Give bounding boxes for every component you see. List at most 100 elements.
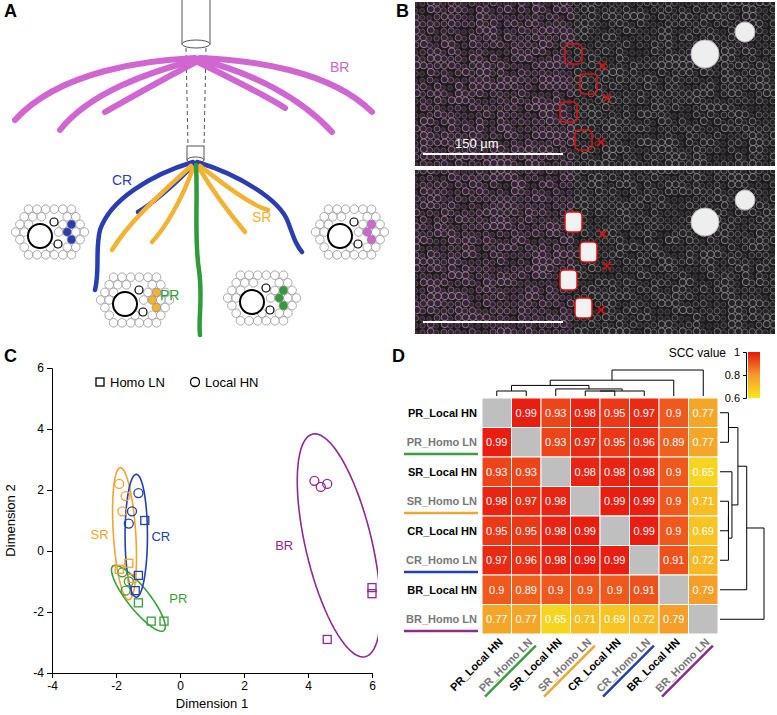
texture-cell <box>434 148 439 153</box>
texture-cell <box>693 105 699 111</box>
texture-cell <box>651 231 657 237</box>
texture-cell <box>539 76 546 83</box>
texture-cell <box>665 20 672 27</box>
texture-cell <box>630 225 635 230</box>
vessel <box>50 218 58 226</box>
texture-cell <box>415 223 420 230</box>
texture-cell <box>595 49 601 55</box>
texture-cell <box>532 195 539 202</box>
texture-cell <box>756 183 762 189</box>
texture-cell <box>539 62 546 69</box>
texture-cell <box>415 27 420 33</box>
texture-cell <box>448 62 455 69</box>
texture-cell <box>469 70 475 76</box>
texture-cell <box>658 27 665 34</box>
cell <box>223 294 232 303</box>
texture-cell <box>539 209 546 216</box>
texture-cell <box>595 2 602 6</box>
texture-cell <box>434 43 439 48</box>
texture-cell <box>658 56 664 62</box>
texture-cell <box>420 98 426 104</box>
texture-cell <box>588 28 594 34</box>
texture-cell <box>546 27 553 34</box>
texture-cell <box>728 42 734 48</box>
texture-cell <box>448 163 453 166</box>
texture-cell <box>728 140 734 146</box>
texture-cell <box>525 120 530 125</box>
texture-cell <box>651 90 658 97</box>
texture-cell <box>637 77 643 83</box>
texture-cell <box>560 170 565 174</box>
texture-cell <box>574 202 580 208</box>
texture-cell <box>595 218 601 224</box>
texture-cell <box>665 138 672 145</box>
texture-cell <box>434 83 441 90</box>
texture-cell <box>518 170 523 174</box>
texture-cell <box>602 85 607 90</box>
texture-cell <box>644 50 649 55</box>
texture-cell <box>700 90 707 97</box>
texture-cell <box>651 7 657 13</box>
texture-cell <box>427 48 433 54</box>
texture-cell <box>588 43 593 48</box>
texture-cell <box>770 140 775 146</box>
texture-cell <box>469 175 475 181</box>
panel-label: A <box>4 1 17 21</box>
texture-cell <box>602 210 608 216</box>
cell <box>41 251 50 260</box>
texture-cell <box>651 112 657 118</box>
texture-cell <box>749 184 754 189</box>
texture-cell <box>651 84 657 90</box>
texture-cell <box>567 7 573 13</box>
texture-cell <box>511 64 517 70</box>
cross-mark <box>599 62 607 70</box>
root-group <box>112 166 268 250</box>
texture-cell <box>504 76 511 83</box>
texture-cell <box>469 170 474 174</box>
texture-cell <box>707 34 714 41</box>
texture-cell <box>735 133 741 139</box>
texture-cell <box>497 50 502 55</box>
texture-cell <box>616 113 621 118</box>
texture-cell <box>504 174 511 181</box>
texture-cell <box>609 57 614 62</box>
texture-cell <box>539 48 546 55</box>
root <box>152 168 193 242</box>
texture-cell <box>714 195 721 202</box>
texture-cell <box>630 77 636 83</box>
texture-cell <box>546 9 551 14</box>
texture-cell <box>665 77 671 83</box>
texture-cell <box>749 43 754 48</box>
bright-spot <box>735 22 755 42</box>
texture-cell <box>483 82 490 89</box>
texture-cell <box>707 13 714 20</box>
texture-cell <box>679 34 686 41</box>
cell <box>122 281 131 290</box>
texture-cell <box>672 29 677 34</box>
texture-cell <box>756 202 763 209</box>
texture-cell <box>686 62 693 69</box>
texture-cell <box>770 112 775 118</box>
texture-cell <box>672 91 678 97</box>
texture-cell <box>728 48 735 55</box>
texture-cell <box>525 190 530 195</box>
texture-cell <box>560 63 566 69</box>
texture-cell <box>574 55 580 61</box>
texture-cell <box>623 97 629 103</box>
texture-cell <box>525 160 532 166</box>
texture-cell <box>714 147 720 153</box>
texture-cell <box>539 22 544 27</box>
texture-cell <box>574 2 580 6</box>
texture-cell <box>448 56 454 62</box>
texture-cell <box>511 35 517 41</box>
texture-cell <box>616 36 621 41</box>
texture-cell <box>560 132 567 139</box>
texture-cell <box>770 148 775 153</box>
texture-cell <box>665 48 672 55</box>
texture-cell <box>665 176 670 181</box>
cell <box>275 279 284 288</box>
texture-cell <box>546 181 553 188</box>
texture-cell <box>616 146 623 153</box>
texture-cell <box>651 174 658 181</box>
texture-cell <box>658 176 664 182</box>
